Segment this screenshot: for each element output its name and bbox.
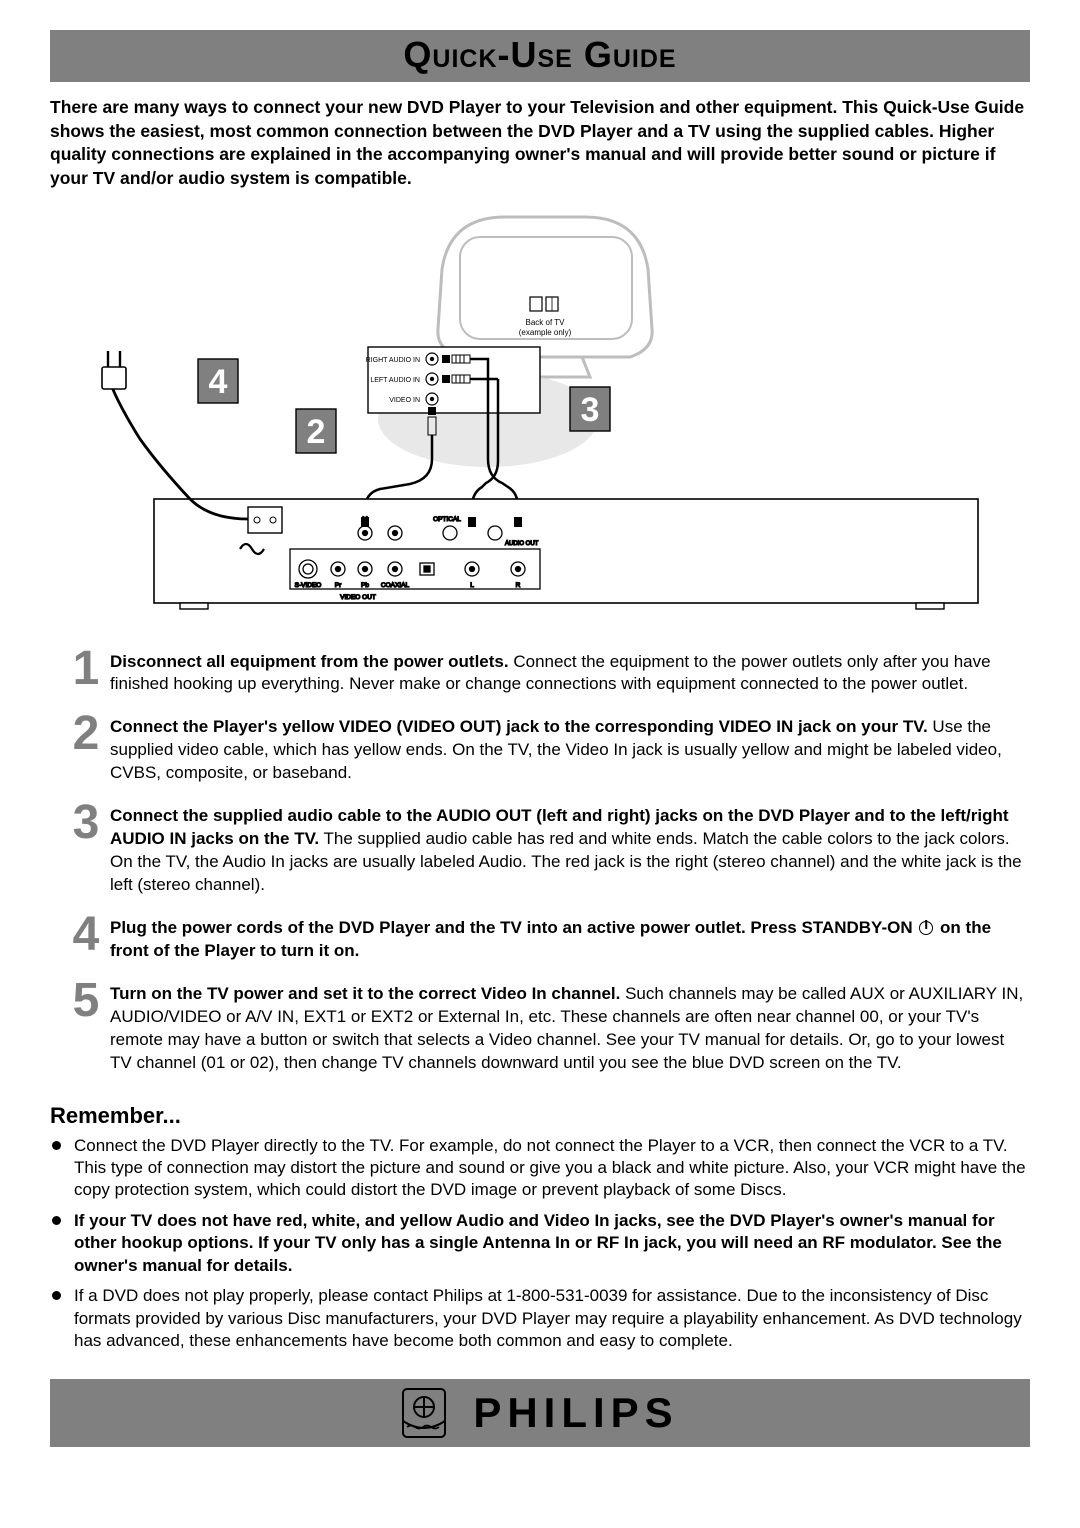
svg-text:L: L xyxy=(470,582,474,589)
svg-text:AUDIO OUT: AUDIO OUT xyxy=(505,541,539,547)
step-5: 5 Turn on the TV power and set it to the… xyxy=(50,981,1030,1075)
svg-text:3: 3 xyxy=(581,391,600,429)
jack-label-right-audio: RIGHT AUDIO IN xyxy=(366,357,420,364)
jack-label-left-audio: LEFT AUDIO IN xyxy=(370,377,420,384)
step-number: 3 xyxy=(60,803,110,844)
intro-paragraph: There are many ways to connect your new … xyxy=(50,96,1030,191)
step-body: Connect the supplied audio cable to the … xyxy=(110,803,1030,897)
step-body: Disconnect all equipment from the power … xyxy=(110,649,1030,697)
step-1: 1 Disconnect all equipment from the powe… xyxy=(50,649,1030,697)
tv-label-2: (example only) xyxy=(519,328,572,337)
svg-text:VIDEO OUT: VIDEO OUT xyxy=(340,594,376,601)
diagram-svg: Back of TV (example only) RIGHT AUDIO IN… xyxy=(90,209,990,619)
diagram-badge-2: 2 xyxy=(296,409,336,453)
svg-text:S-VIDEO: S-VIDEO xyxy=(295,582,322,589)
svg-text:4: 4 xyxy=(209,363,228,401)
remember-item: If your TV does not have red, white, and… xyxy=(50,1210,1030,1277)
connection-diagram: Back of TV (example only) RIGHT AUDIO IN… xyxy=(50,209,1030,619)
footer-bar: PHILIPS xyxy=(50,1379,1030,1447)
step-body: Plug the power cords of the DVD Player a… xyxy=(110,915,1030,963)
remember-item: Connect the DVD Player directly to the T… xyxy=(50,1135,1030,1202)
step-body: Turn on the TV power and set it to the c… xyxy=(110,981,1030,1075)
step-3: 3 Connect the supplied audio cable to th… xyxy=(50,803,1030,897)
step-number: 4 xyxy=(60,915,110,956)
svg-text:2: 2 xyxy=(307,413,326,451)
footer-brand: PHILIPS xyxy=(473,1389,678,1437)
jack-label-video-in: VIDEO IN xyxy=(389,397,420,404)
svg-text:Pr: Pr xyxy=(335,582,342,589)
step-body: Connect the Player's yellow VIDEO (VIDEO… xyxy=(110,714,1030,785)
svg-text:Pb: Pb xyxy=(361,582,369,589)
step-number: 2 xyxy=(60,714,110,755)
svg-text:COAXIAL: COAXIAL xyxy=(381,582,410,589)
diagram-badge-4: 4 xyxy=(198,359,238,403)
step-4: 4 Plug the power cords of the DVD Player… xyxy=(50,915,1030,963)
power-icon xyxy=(919,921,933,935)
tv-label-1: Back of TV xyxy=(526,318,566,327)
step-2: 2 Connect the Player's yellow VIDEO (VID… xyxy=(50,714,1030,785)
svg-text:R: R xyxy=(516,582,521,589)
page-title: Quick-Use Guide xyxy=(50,34,1030,76)
title-bar: Quick-Use Guide xyxy=(50,30,1030,82)
philips-shield-icon xyxy=(401,1387,447,1439)
step-number: 1 xyxy=(60,649,110,690)
svg-text:OPTICAL: OPTICAL xyxy=(433,516,461,523)
step-number: 5 xyxy=(60,981,110,1022)
diagram-badge-3: 3 xyxy=(570,387,610,431)
remember-section: Remember... Connect the DVD Player direc… xyxy=(50,1103,1030,1353)
remember-item: If a DVD does not play properly, please … xyxy=(50,1285,1030,1352)
remember-heading: Remember... xyxy=(50,1103,1030,1129)
steps-list: 1 Disconnect all equipment from the powe… xyxy=(50,649,1030,1075)
